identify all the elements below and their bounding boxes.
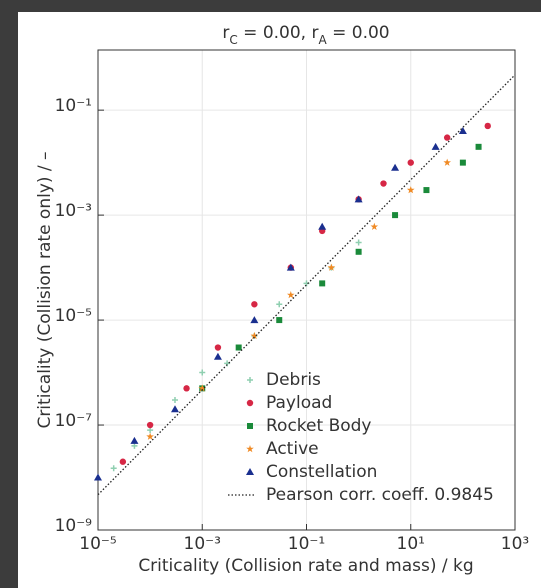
legend-label: Payload — [266, 393, 332, 413]
point — [250, 316, 259, 324]
point — [94, 473, 102, 481]
point — [146, 421, 154, 429]
point — [198, 384, 207, 392]
legend-marker — [246, 399, 254, 407]
fit-line — [97, 74, 516, 496]
point — [250, 331, 259, 340]
point — [171, 396, 178, 403]
point — [443, 158, 451, 166]
point — [484, 122, 491, 130]
point — [423, 187, 430, 194]
plot-frame — [97, 49, 516, 531]
point — [199, 369, 206, 376]
y-tick-label: 10⁻⁷ — [55, 411, 93, 431]
point — [327, 263, 336, 271]
y-tick-label: 10⁻³ — [55, 201, 92, 221]
y-tick-label: 10⁻⁹ — [55, 516, 93, 536]
point — [110, 465, 117, 472]
point — [459, 159, 466, 166]
point — [213, 352, 222, 360]
panel — [18, 12, 541, 588]
x-axis-label: Criticality (Collision rate and mass) / … — [138, 556, 473, 576]
legend-label: Constellation — [266, 462, 377, 482]
point — [119, 458, 127, 465]
x-tick-label: 10⁻⁵ — [79, 534, 116, 554]
legend-marker — [247, 377, 253, 383]
point — [235, 344, 242, 351]
point — [286, 263, 295, 271]
point — [131, 442, 138, 449]
point — [391, 163, 400, 171]
y-axis-label: Criticality (Collision rate only) / – — [35, 151, 55, 428]
point — [287, 291, 295, 299]
legend-label: Active — [266, 439, 319, 459]
point — [355, 248, 362, 255]
y-tick-label: 10⁻¹ — [55, 96, 92, 116]
x-tick-label: 10¹ — [397, 534, 425, 554]
point — [319, 280, 326, 287]
legend-marker — [246, 468, 254, 475]
point — [214, 344, 222, 351]
point — [146, 432, 154, 440]
point — [276, 301, 283, 308]
point — [370, 222, 379, 230]
point — [407, 159, 414, 166]
point — [406, 186, 415, 194]
point — [183, 385, 190, 392]
point — [276, 317, 283, 324]
y-tick-label: 10⁻⁵ — [55, 306, 92, 326]
point — [130, 436, 139, 444]
legend-label: Rocket Body — [266, 416, 371, 436]
legend-marker — [246, 445, 254, 453]
legend-label: Pearson corr. coeff. 0.9845 — [266, 485, 494, 505]
point — [392, 212, 399, 219]
legend-marker — [247, 423, 253, 429]
point — [475, 143, 482, 150]
point — [354, 195, 363, 203]
chart-title: rC = 0.00, rA = 0.00 — [222, 23, 389, 47]
point — [431, 142, 440, 150]
point — [251, 301, 258, 308]
point — [355, 239, 362, 246]
point — [318, 222, 327, 230]
point — [458, 127, 467, 135]
point — [380, 180, 387, 187]
point — [443, 134, 451, 141]
x-tick-label: 10⁻³ — [184, 534, 221, 554]
point — [170, 405, 179, 413]
legend-label: Debris — [266, 370, 321, 390]
x-tick-label: 10⁻¹ — [288, 534, 325, 554]
x-tick-label: 10³ — [501, 534, 529, 554]
